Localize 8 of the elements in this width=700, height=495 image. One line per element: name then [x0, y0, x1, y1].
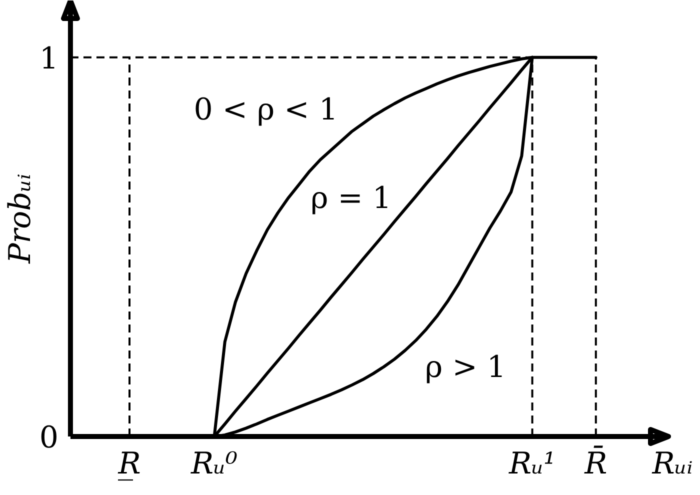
x-axis-title: Rᵤᵢ [651, 446, 693, 482]
x-tick-label: R̄ [584, 445, 608, 482]
x-tick-label: Rᵤ¹ [508, 446, 556, 482]
x-tick-label: Rᵤ⁰ [190, 446, 238, 482]
y-tick-label: 1 [39, 41, 58, 76]
y-axis-title: Probᵤᵢ [2, 174, 38, 264]
y-tick-label: 0 [39, 420, 58, 456]
x-tick-label: R̲ [117, 446, 141, 482]
